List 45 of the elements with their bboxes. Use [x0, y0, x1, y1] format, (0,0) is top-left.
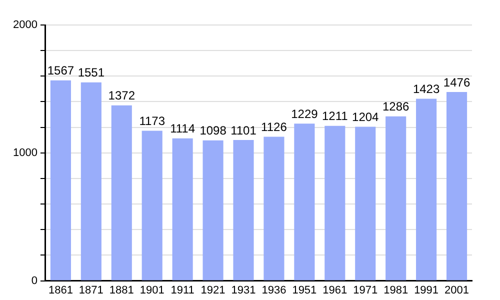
data-label: 1551: [78, 66, 105, 80]
data-label: 1114: [170, 122, 196, 136]
bar: [111, 105, 132, 280]
x-tick-label: 1991: [414, 284, 439, 296]
x-tick-label: 1981: [384, 284, 408, 296]
y-tick-label: 0: [31, 274, 38, 287]
data-label: 1372: [108, 88, 136, 103]
x-tick-label: 1911: [170, 284, 194, 296]
bar: [264, 136, 284, 280]
x-tick-label: 1961: [322, 284, 348, 296]
data-label: 1229: [291, 106, 318, 121]
bar: [446, 92, 468, 280]
x-tick-label: 1901: [140, 284, 164, 296]
x-tick-label: 1881: [109, 284, 134, 296]
data-label: 1126: [261, 120, 288, 134]
x-tick-label: 1871: [78, 284, 104, 296]
x-tick-label: 1971: [353, 284, 378, 296]
x-tick-label: 1936: [262, 284, 286, 296]
bar: [324, 126, 346, 280]
x-tick-label: 1861: [48, 284, 73, 296]
bar: [294, 124, 315, 280]
data-label: 1567: [47, 64, 74, 78]
bar: [202, 140, 224, 280]
bar: [355, 126, 376, 280]
data-label: 1101: [230, 123, 257, 138]
x-tick-label: 1931: [231, 284, 256, 296]
bar: [50, 80, 71, 280]
data-label: 1476: [443, 75, 470, 90]
data-label: 1173: [139, 114, 166, 128]
data-label: 1098: [200, 124, 227, 138]
y-tick-label: 1000: [12, 146, 38, 159]
x-tick-label: 1951: [292, 284, 317, 296]
bar: [172, 138, 193, 280]
bar: [386, 116, 406, 280]
data-label: 1423: [412, 82, 440, 96]
x-tick-label: 2001: [444, 284, 470, 296]
bar: [80, 82, 102, 280]
bar: [416, 98, 437, 280]
bar: [142, 130, 162, 280]
x-tick-label: 1921: [200, 284, 226, 296]
y-tick-label: 2000: [12, 19, 38, 32]
data-label: 1286: [382, 100, 410, 114]
bar: [233, 140, 254, 280]
data-label: 1211: [322, 109, 348, 124]
data-label: 1204: [352, 110, 380, 124]
